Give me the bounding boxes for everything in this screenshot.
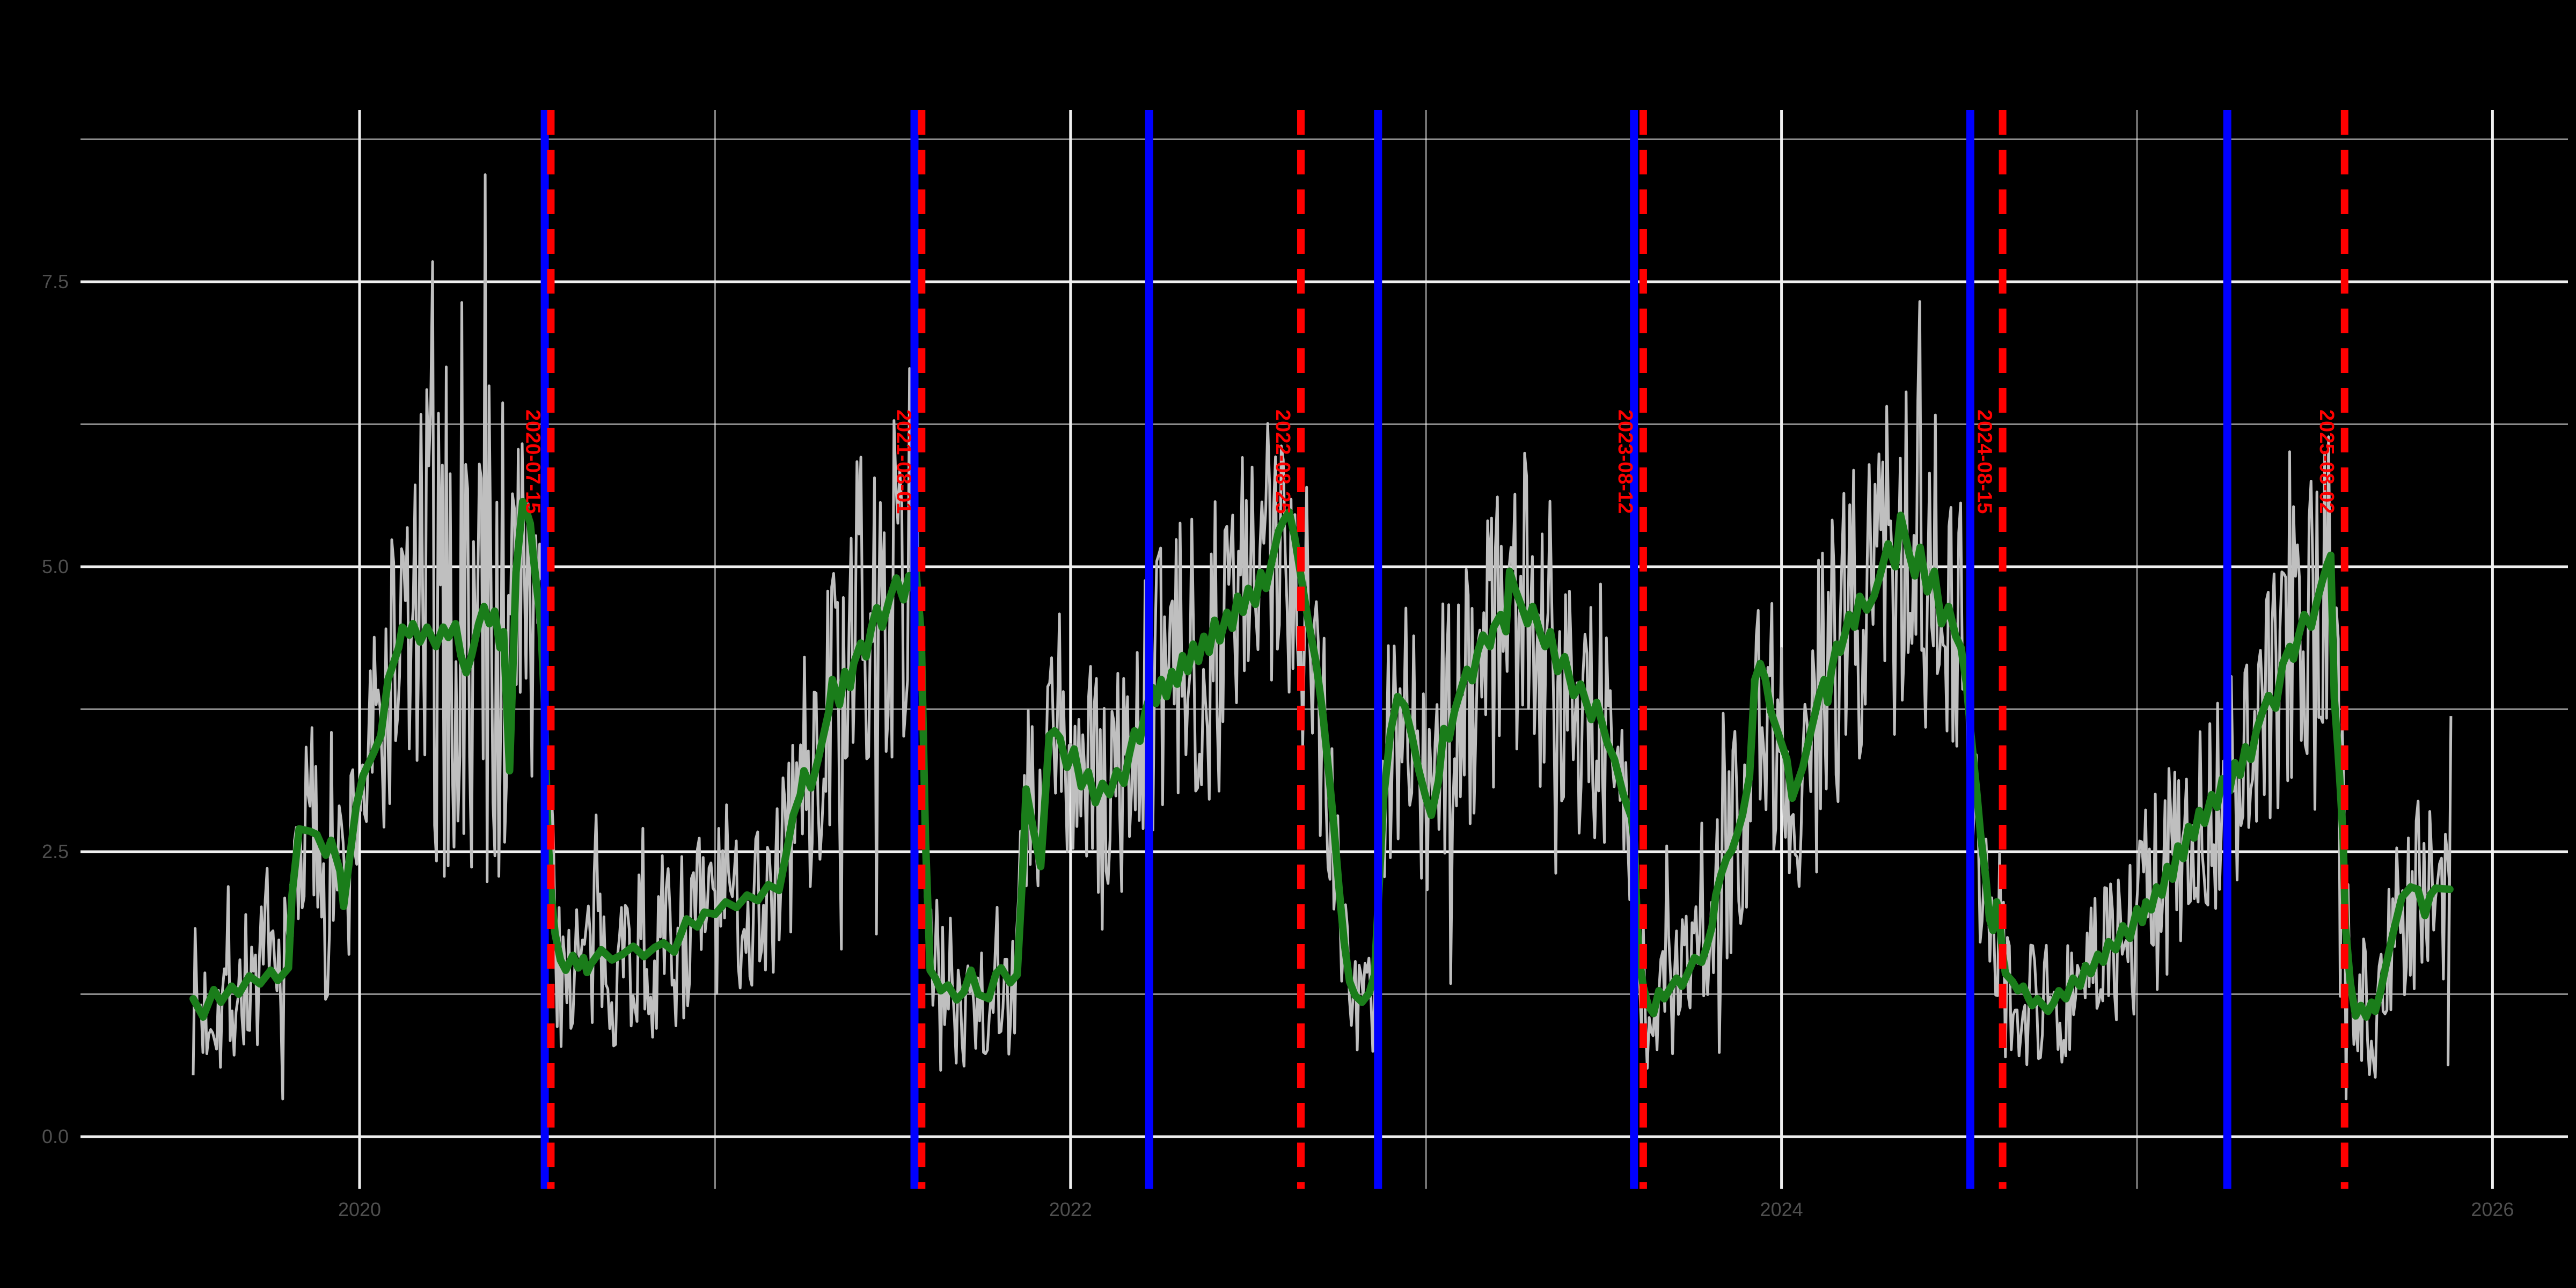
event-date-label: 2022-08-25 <box>1271 409 1294 514</box>
vertical-minor-gridlines <box>714 110 2138 1189</box>
event-date-label: 2025-08-02 <box>2315 409 2338 514</box>
event-date-label: 2024-08-15 <box>1973 409 1996 514</box>
y-axis-tick-labels: 0.0 2.5 5.0 7.5 <box>42 270 69 1147</box>
x-axis-tick-labels: 2020 2022 2024 2026 <box>338 1198 2514 1220</box>
event-lines-solid-blue <box>540 110 2231 1189</box>
y-tick-label: 0.0 <box>42 1125 69 1147</box>
y-tick-label: 7.5 <box>42 270 69 292</box>
y-tick-label: 5.0 <box>42 555 69 577</box>
x-tick-label: 2024 <box>1760 1198 1803 1220</box>
smoothed-series-line <box>189 497 2454 1021</box>
x-tick-label: 2020 <box>338 1198 381 1220</box>
event-lines-dashed-red <box>547 110 2348 1189</box>
event-date-label: 2023-08-12 <box>1614 409 1636 514</box>
event-date-labels: 2020-07-15 2021-08-01 2022-08-25 2023-08-12… <box>521 409 2337 514</box>
event-date-label: 2021-08-01 <box>892 409 914 514</box>
x-tick-label: 2022 <box>1049 1198 1092 1220</box>
event-date-label: 2020-07-15 <box>521 409 544 514</box>
x-tick-label: 2026 <box>2471 1198 2514 1220</box>
y-tick-label: 2.5 <box>42 840 69 862</box>
